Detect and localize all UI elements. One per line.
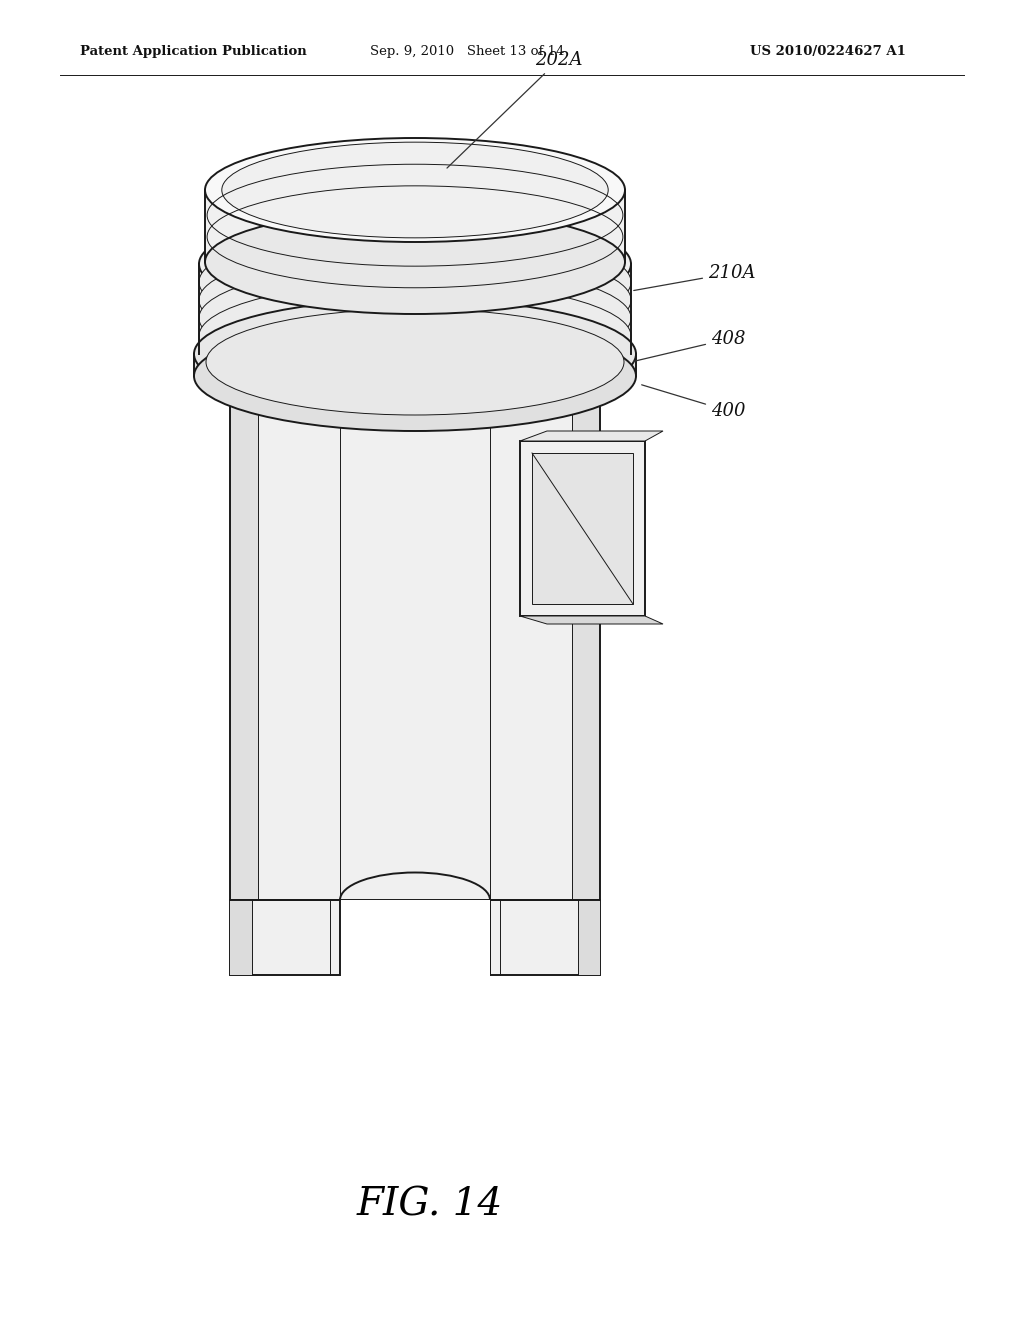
Polygon shape [520,432,663,441]
Ellipse shape [199,246,631,354]
Polygon shape [340,900,490,979]
Ellipse shape [199,210,631,318]
Polygon shape [532,453,633,605]
Polygon shape [230,381,600,900]
Text: 408: 408 [634,330,745,362]
Ellipse shape [199,300,631,408]
Text: US 2010/0224627 A1: US 2010/0224627 A1 [750,45,906,58]
Text: Patent Application Publication: Patent Application Publication [80,45,307,58]
Polygon shape [230,381,258,900]
Text: FIG. 14: FIG. 14 [357,1187,503,1224]
Ellipse shape [205,139,625,242]
Polygon shape [520,616,663,624]
Text: 210A: 210A [634,264,756,290]
Text: Sep. 9, 2010   Sheet 13 of 14: Sep. 9, 2010 Sheet 13 of 14 [370,45,564,58]
Ellipse shape [194,321,636,432]
Ellipse shape [199,282,631,389]
Polygon shape [194,354,636,376]
Ellipse shape [199,228,631,337]
Polygon shape [490,900,600,975]
Polygon shape [199,264,631,354]
Ellipse shape [222,143,608,238]
Polygon shape [230,900,252,975]
Ellipse shape [230,335,600,426]
Polygon shape [520,441,645,616]
Text: 202A: 202A [447,51,583,168]
Polygon shape [572,381,600,900]
Ellipse shape [199,264,631,372]
Ellipse shape [194,300,636,409]
Polygon shape [230,900,340,975]
Ellipse shape [205,210,625,314]
Polygon shape [205,190,625,261]
Polygon shape [578,900,600,975]
Text: 400: 400 [642,385,745,420]
Ellipse shape [206,309,624,414]
